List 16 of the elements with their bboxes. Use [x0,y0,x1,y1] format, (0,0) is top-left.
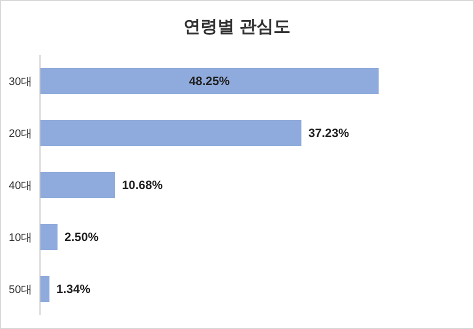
y-tick-label: 50대 [8,284,32,296]
y-tick-label: 10대 [8,232,32,244]
data-label: 37.23% [308,126,350,140]
y-tick-label: 20대 [8,128,32,140]
bar [40,172,115,198]
bar [40,224,58,250]
bar [40,120,302,146]
bar [40,68,379,94]
y-tick-label: 40대 [8,180,32,192]
data-label: 1.34% [56,282,91,296]
y-tick-label: 30대 [8,76,32,88]
chart-title: 연령별 관심도 [184,17,290,36]
data-label: 10.68% [122,178,163,192]
data-label: 48.25% [189,74,230,88]
data-label: 2.50% [64,230,99,244]
bar [40,276,50,302]
